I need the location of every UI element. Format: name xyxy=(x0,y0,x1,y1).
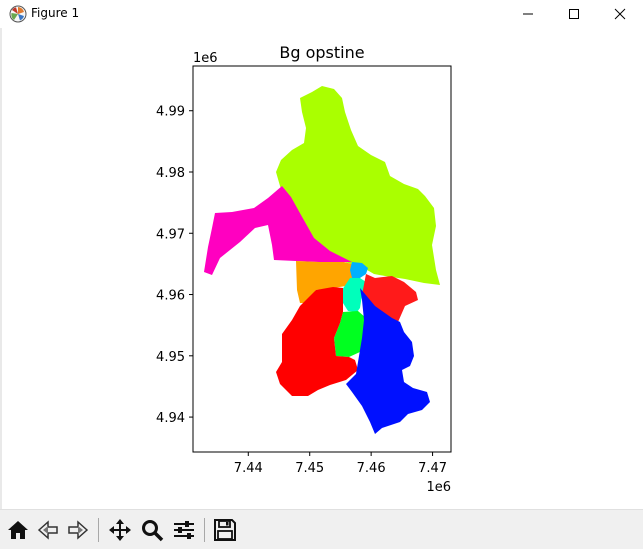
region-1 xyxy=(204,186,352,275)
x-ticks: 7.44 7.45 7.46 7.47 xyxy=(234,452,447,476)
y-tick-label: 4.97 xyxy=(156,227,185,242)
maximize-icon xyxy=(569,9,579,19)
y-tick-label: 4.96 xyxy=(156,289,185,304)
x-tick-label: 7.46 xyxy=(357,461,386,476)
zoom-icon xyxy=(142,520,164,542)
x-tick-label: 7.44 xyxy=(234,461,263,476)
zoom-button[interactable] xyxy=(138,516,166,544)
x-tick-label: 7.47 xyxy=(418,461,447,476)
navigation-toolbar xyxy=(0,509,643,549)
region-4 xyxy=(342,278,366,312)
region-8 xyxy=(346,288,430,434)
home-icon xyxy=(8,521,28,539)
region-5 xyxy=(334,311,366,357)
close-icon xyxy=(614,8,626,20)
y-tick-label: 4.94 xyxy=(156,411,185,426)
move-icon xyxy=(109,519,131,541)
minimize-icon xyxy=(523,13,533,15)
sliders-icon xyxy=(174,521,194,539)
home-button[interactable] xyxy=(4,516,32,544)
x-tick-label: 7.45 xyxy=(295,461,324,476)
minimize-button[interactable] xyxy=(505,0,551,28)
forward-button[interactable] xyxy=(64,516,92,544)
y-offset-label: 1e6 xyxy=(193,51,218,66)
toolbar-separator xyxy=(98,518,99,542)
region-3 xyxy=(350,262,368,278)
map-regions xyxy=(204,86,440,434)
pan-button[interactable] xyxy=(106,516,134,544)
window-titlebar: Figure 1 xyxy=(0,0,643,28)
y-tick-label: 4.95 xyxy=(156,350,185,365)
back-button[interactable] xyxy=(34,516,62,544)
y-ticks: 4.94 4.95 4.96 4.97 4.98 4.99 xyxy=(156,105,193,426)
y-tick-label: 4.99 xyxy=(156,105,185,120)
region-0 xyxy=(276,86,440,285)
maximize-button[interactable] xyxy=(551,0,597,28)
x-offset-label: 1e6 xyxy=(426,480,451,495)
region-2 xyxy=(296,261,354,303)
back-arrow-icon xyxy=(37,520,58,540)
close-button[interactable] xyxy=(597,0,643,28)
chart-title: Bg opstine xyxy=(279,43,364,62)
save-icon xyxy=(214,519,236,541)
map-plot: 7.44 7.45 7.46 7.47 4.94 4.95 4.96 4.97 … xyxy=(156,43,452,495)
y-tick-label: 4.98 xyxy=(156,166,185,181)
region-7 xyxy=(362,274,418,322)
toolbar-separator xyxy=(204,518,205,542)
matplotlib-icon[interactable] xyxy=(9,5,27,23)
save-button[interactable] xyxy=(211,516,239,544)
region-6 xyxy=(276,287,358,396)
forward-arrow-icon xyxy=(68,520,89,540)
axes-frame xyxy=(192,65,452,453)
subplots-button[interactable] xyxy=(170,516,198,544)
window-title: Figure 1 xyxy=(31,6,80,20)
window-left-edge xyxy=(0,28,2,548)
